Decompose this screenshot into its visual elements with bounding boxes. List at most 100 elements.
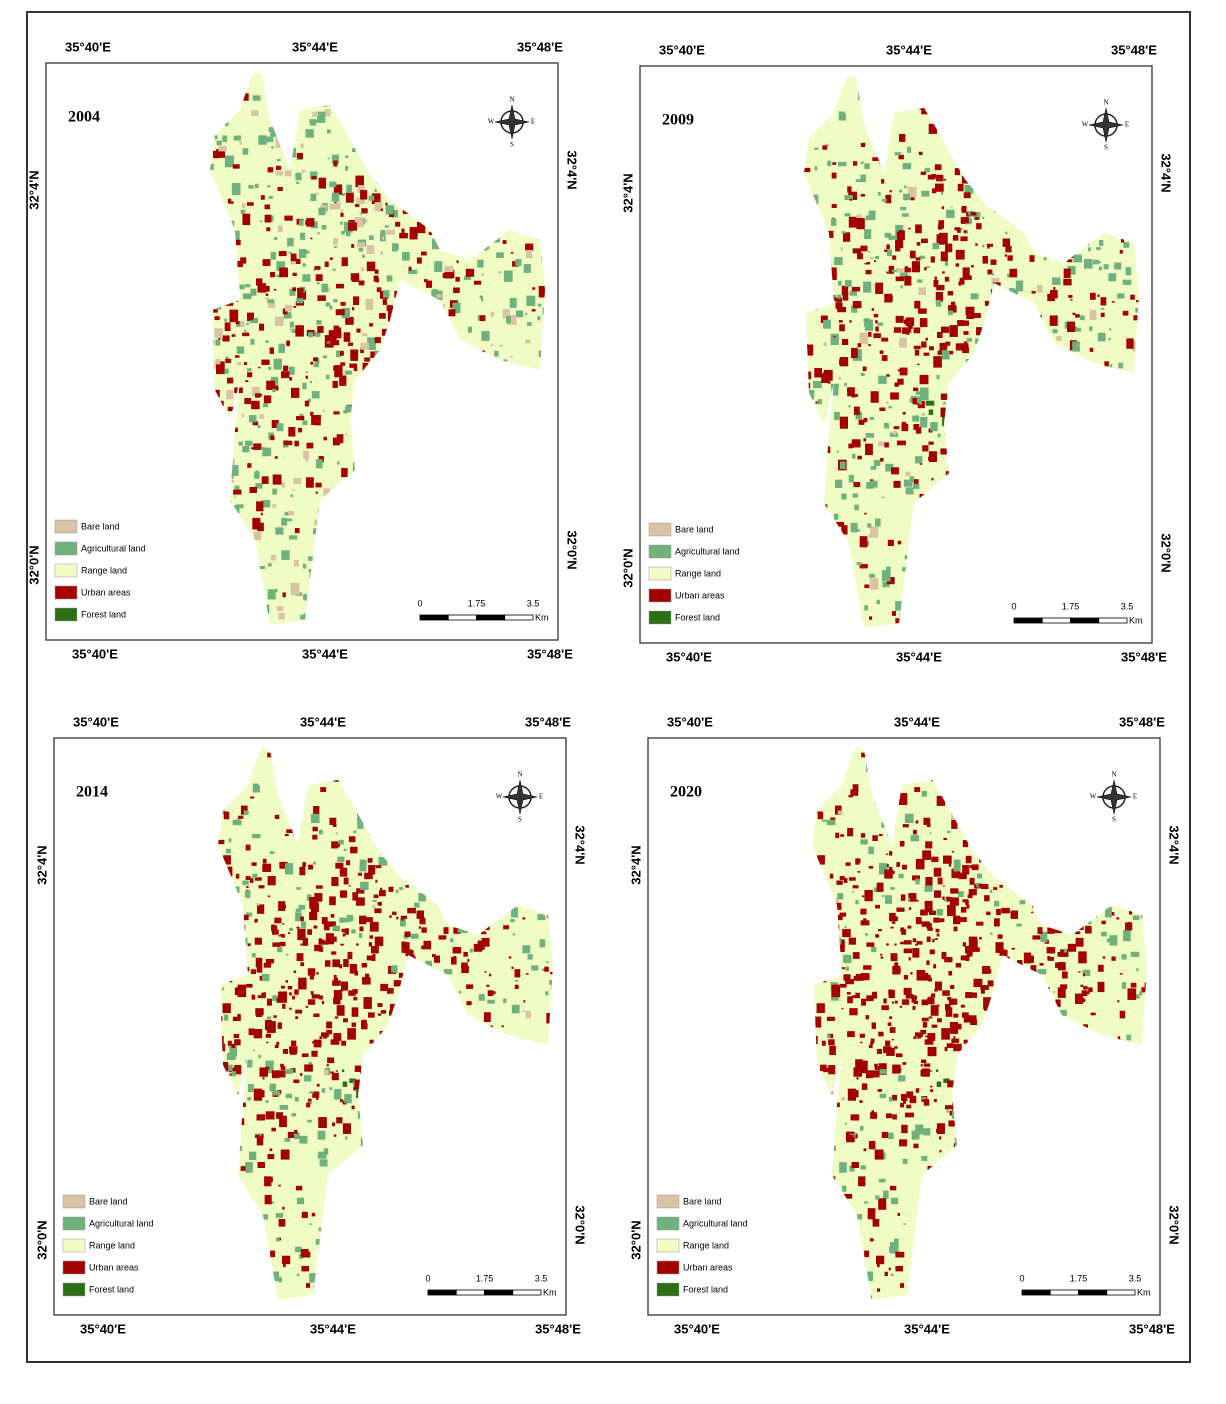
- land-patch: [1063, 268, 1071, 278]
- land-patch: [890, 926, 894, 929]
- land-patch: [936, 909, 944, 916]
- land-patch: [360, 347, 364, 354]
- compass-letter: N: [1103, 99, 1108, 107]
- land-patch: [915, 224, 922, 234]
- land-patch: [945, 471, 951, 477]
- land-patch: [494, 350, 499, 357]
- land-patch: [1105, 907, 1112, 918]
- land-patch: [865, 432, 875, 438]
- land-patch: [313, 1039, 322, 1048]
- land-patch: [274, 1044, 279, 1049]
- land-patch: [878, 863, 887, 875]
- land-patch: [1121, 982, 1127, 989]
- land-patch: [921, 238, 928, 244]
- latitude-label: 32°4'N: [573, 825, 588, 864]
- land-patch: [527, 954, 533, 960]
- land-patch: [235, 135, 241, 140]
- land-patch: [386, 229, 395, 235]
- land-patch: [278, 251, 287, 257]
- land-patch: [315, 459, 323, 469]
- land-patch: [318, 207, 326, 216]
- compass-letter: S: [518, 816, 522, 824]
- land-patch: [839, 324, 845, 332]
- land-patch: [261, 499, 271, 508]
- land-patch: [463, 276, 471, 280]
- land-patch: [313, 861, 317, 865]
- land-patch: [295, 912, 302, 922]
- land-patch: [341, 981, 349, 991]
- land-patch: [860, 194, 866, 197]
- land-patch: [806, 389, 815, 400]
- land-patch: [314, 266, 321, 270]
- land-patch: [302, 937, 309, 946]
- longitude-label: 35°44'E: [310, 1321, 356, 1336]
- land-patch: [266, 1041, 269, 1044]
- land-patch: [418, 926, 421, 929]
- land-patch: [960, 219, 966, 224]
- land-patch: [914, 1032, 920, 1037]
- land-patch: [331, 876, 339, 887]
- land-patch: [899, 1139, 908, 1147]
- land-patch: [503, 998, 507, 1004]
- land-patch: [952, 235, 959, 241]
- land-patch: [979, 936, 982, 940]
- land-patch: [983, 997, 992, 1010]
- land-patch: [515, 310, 524, 318]
- land-patch: [1058, 1009, 1067, 1016]
- land-patch: [1101, 931, 1107, 937]
- land-patch: [225, 356, 229, 360]
- land-patch: [356, 197, 365, 205]
- land-patch: [276, 998, 280, 1003]
- land-patch: [844, 1122, 847, 1125]
- land-patch: [277, 947, 283, 953]
- land-patch: [1116, 917, 1120, 920]
- land-patch: [900, 894, 906, 901]
- land-patch: [313, 268, 316, 271]
- land-patch: [885, 463, 894, 472]
- land-patch: [940, 191, 944, 195]
- land-patch: [870, 257, 874, 260]
- land-patch: [908, 907, 912, 910]
- land-patch: [349, 363, 358, 368]
- land-patch: [963, 331, 969, 335]
- land-patch: [890, 1197, 898, 1205]
- land-patch: [967, 952, 973, 957]
- land-patch: [891, 467, 900, 475]
- land-patch: [515, 259, 522, 266]
- land-patch: [948, 863, 952, 867]
- land-patch: [948, 1120, 955, 1127]
- land-patch: [841, 967, 845, 970]
- land-patch: [300, 916, 304, 922]
- land-patch: [804, 167, 811, 173]
- land-patch: [256, 501, 264, 512]
- land-patch: [404, 931, 411, 937]
- land-patch: [313, 528, 319, 535]
- land-patch: [934, 276, 937, 280]
- land-patch: [938, 220, 945, 229]
- land-patch: [321, 943, 324, 946]
- land-patch: [900, 1102, 905, 1108]
- land-patch: [837, 810, 843, 815]
- land-patch: [849, 198, 853, 201]
- land-patch: [848, 937, 856, 945]
- land-patch: [870, 1038, 875, 1044]
- land-patch: [855, 1059, 863, 1069]
- land-patch: [922, 445, 929, 452]
- land-patch: [903, 1100, 906, 1104]
- land-patch: [331, 951, 337, 955]
- land-patch: [884, 293, 893, 303]
- land-patch: [294, 440, 299, 447]
- land-patch: [880, 956, 884, 959]
- land-patch: [907, 897, 911, 902]
- land-patch: [289, 927, 294, 931]
- land-patch: [379, 313, 386, 319]
- land-patch: [868, 1141, 876, 1150]
- land-patch: [828, 272, 837, 280]
- land-patch: [1117, 1000, 1120, 1003]
- land-patch: [525, 312, 528, 315]
- land-patch: [928, 456, 933, 461]
- land-patch: [318, 1227, 322, 1232]
- land-patch: [333, 411, 340, 415]
- land-patch: [391, 965, 398, 973]
- land-patch: [940, 393, 948, 400]
